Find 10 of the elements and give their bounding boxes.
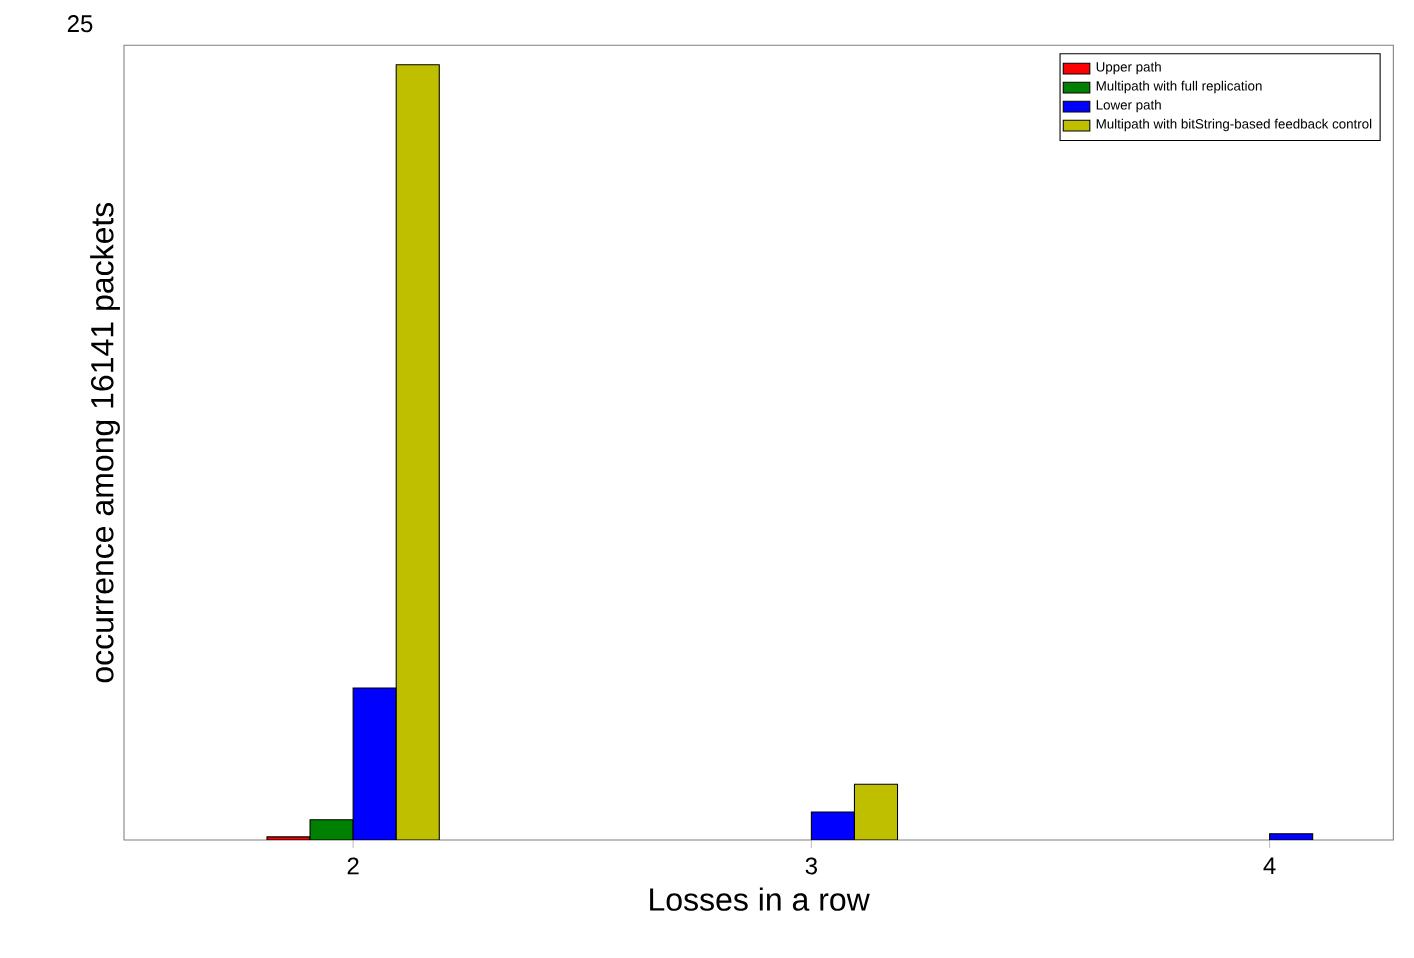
text: 25 bbox=[67, 15, 93, 33]
bar bbox=[853, 783, 899, 840]
y-axis-title: occurrence among 16141 packets bbox=[90, 202, 120, 683]
x-tick-label: 4 bbox=[1263, 857, 1276, 874]
x-tick-label: 3 bbox=[805, 857, 817, 875]
x-tick-label: 2 bbox=[347, 857, 359, 875]
bar bbox=[352, 687, 397, 840]
bar bbox=[395, 64, 440, 840]
bar bbox=[811, 812, 855, 840]
x-axis-title: Losses in a row bbox=[650, 887, 870, 911]
